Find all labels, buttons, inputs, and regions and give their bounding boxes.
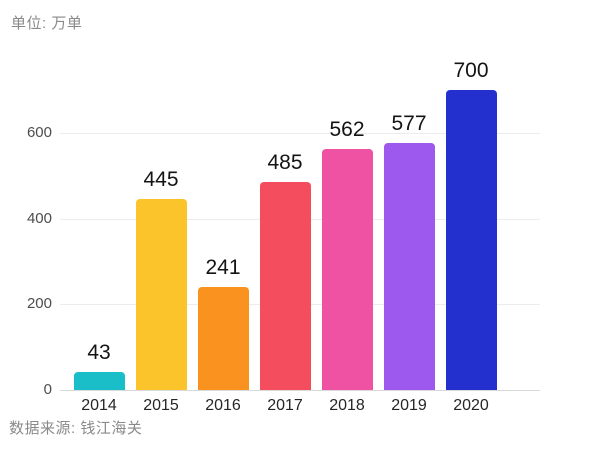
bar-value-label-2014: 43 — [87, 340, 111, 364]
bar-value-label-2015: 445 — [143, 168, 179, 192]
y-tick-label-600: 600 — [26, 123, 52, 141]
bar-2016 — [197, 286, 249, 390]
bar-value-label-2016: 241 — [205, 255, 241, 279]
x-tick-label-2020: 2020 — [453, 397, 489, 414]
bar-value-label-2019: 577 — [391, 111, 427, 135]
bar-2017 — [259, 182, 311, 390]
bar-2018 — [321, 149, 373, 390]
gridline-600 — [60, 132, 540, 134]
bar-2014 — [73, 371, 125, 390]
bar-value-label-2017: 485 — [267, 151, 303, 175]
y-tick-label-0: 0 — [43, 381, 52, 398]
source-label: 数据来源: 钱江海关 — [9, 420, 143, 437]
bar-2020 — [445, 90, 497, 390]
x-tick-label-2016: 2016 — [205, 397, 241, 414]
bar-value-label-2018: 562 — [329, 118, 365, 142]
x-tick-label-2014: 2014 — [81, 397, 117, 414]
y-tick-label-400: 400 — [26, 209, 52, 227]
x-tick-label-2018: 2018 — [329, 397, 365, 414]
x-tick-label-2015: 2015 — [143, 397, 179, 414]
x-tick-label-2019: 2019 — [391, 397, 427, 414]
bar-2019 — [383, 142, 435, 390]
y-tick-label-200: 200 — [26, 295, 52, 313]
x-axis-line — [60, 390, 540, 391]
bar-value-label-2020: 700 — [453, 59, 489, 82]
bar-2015 — [135, 199, 187, 390]
x-tick-label-2017: 2017 — [267, 397, 303, 414]
unit-label: 单位: 万单 — [11, 15, 83, 32]
